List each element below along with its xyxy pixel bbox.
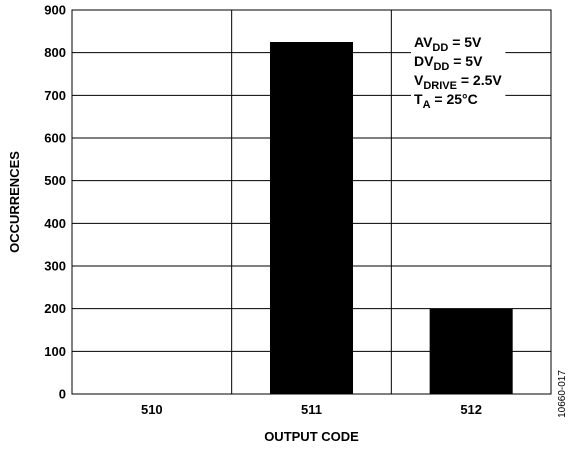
y-axis-label: OCCURRENCES — [7, 151, 22, 253]
annotation-line: DVDD = 5V — [414, 53, 483, 73]
x-tick-label: 510 — [141, 402, 163, 417]
annotation-line: AVDD = 5V — [414, 34, 482, 54]
x-tick-labels: 510 511 512 — [141, 402, 482, 417]
bar-512 — [429, 308, 513, 394]
x-tick-label: 511 — [301, 402, 322, 417]
annotation-line: TA = 25°C — [414, 91, 478, 111]
annotation-background — [411, 33, 506, 112]
y-tick-label: 800 — [44, 45, 66, 60]
bar-511 — [269, 42, 354, 394]
figure-id: 10660-017 — [557, 370, 568, 418]
plot-frame — [71, 9, 552, 395]
y-tick-label: 600 — [44, 131, 66, 146]
y-tick-label: 200 — [44, 301, 66, 316]
y-tick-label: 0 — [59, 387, 66, 402]
y-tick-label: 500 — [44, 173, 66, 188]
y-tick-label: 300 — [44, 259, 66, 274]
y-tick-label: 100 — [44, 344, 66, 359]
y-tick-label: 900 — [44, 3, 66, 18]
x-tick-label: 512 — [460, 402, 482, 417]
x-axis-label: OUTPUT CODE — [264, 429, 359, 444]
y-tick-label: 700 — [44, 88, 66, 103]
annotation-line: VDRIVE = 2.5V — [414, 72, 502, 92]
y-tick-labels: 0 100 200 300 400 500 600 700 800 900 — [44, 3, 66, 402]
y-tick-label: 400 — [44, 216, 66, 231]
bars — [269, 42, 513, 394]
